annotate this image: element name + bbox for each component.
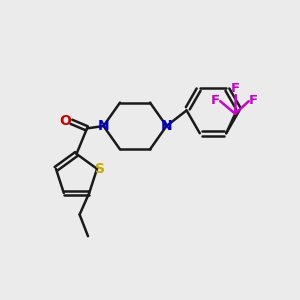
Text: F: F [249,94,258,107]
Text: F: F [211,94,220,107]
Text: O: O [59,114,71,128]
Text: N: N [98,119,109,133]
Text: S: S [95,162,105,176]
Text: N: N [161,119,172,133]
Text: F: F [231,82,240,95]
